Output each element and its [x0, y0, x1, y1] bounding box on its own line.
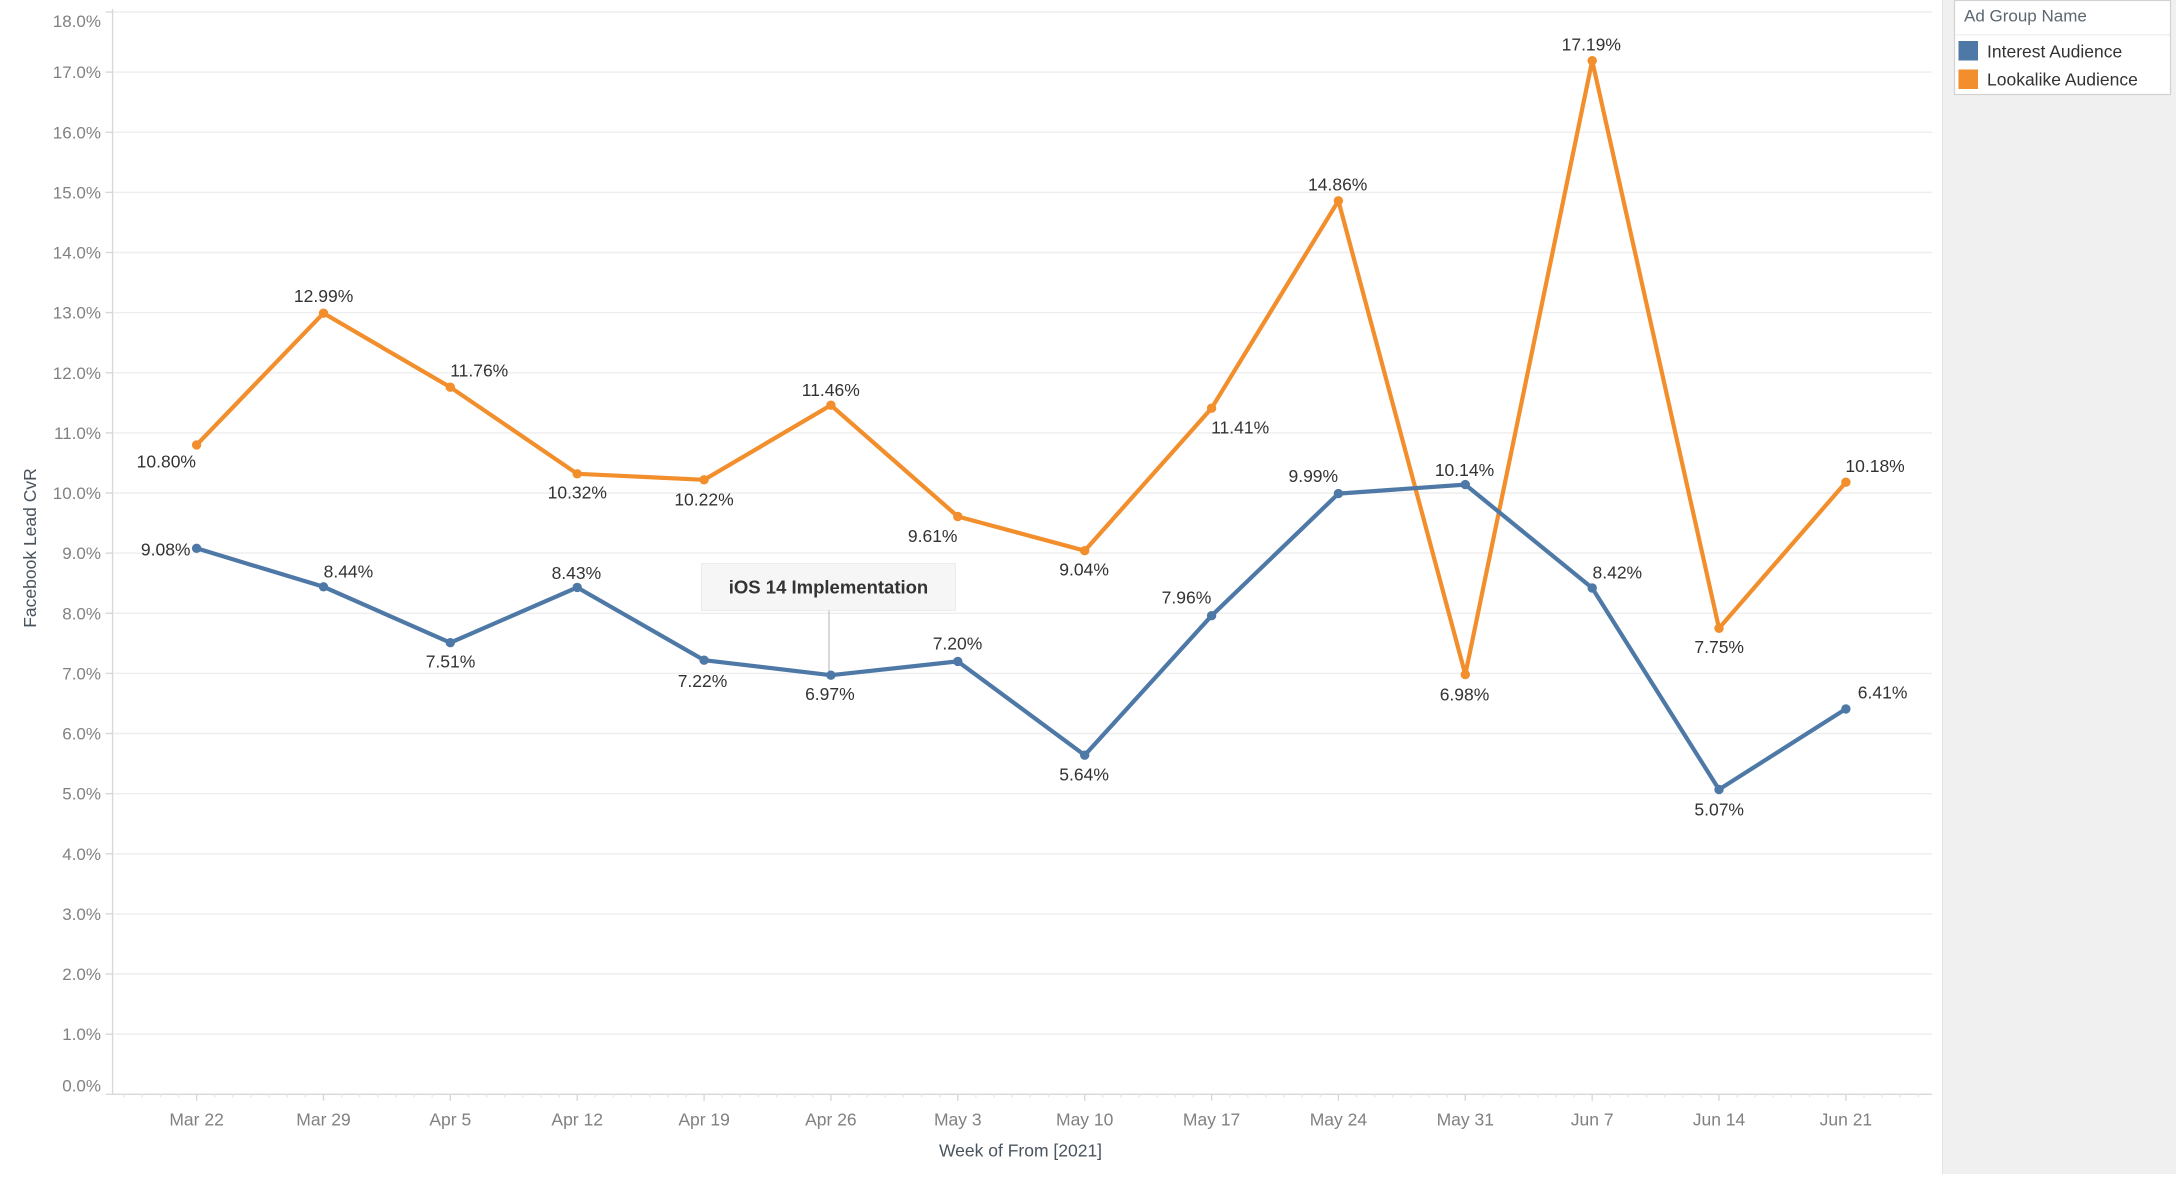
svg-text:Mar 29: Mar 29: [296, 1110, 350, 1130]
svg-text:8.42%: 8.42%: [1593, 563, 1643, 583]
svg-text:May 24: May 24: [1310, 1110, 1368, 1130]
svg-text:8.44%: 8.44%: [324, 562, 374, 582]
svg-text:6.97%: 6.97%: [805, 684, 855, 704]
svg-text:7.75%: 7.75%: [1694, 637, 1744, 657]
svg-text:9.99%: 9.99%: [1288, 466, 1338, 486]
svg-text:7.22%: 7.22%: [678, 671, 728, 691]
svg-text:Week of From [2021]: Week of From [2021]: [939, 1141, 1102, 1161]
svg-text:5.64%: 5.64%: [1059, 765, 1109, 785]
svg-text:6.0%: 6.0%: [62, 725, 101, 744]
svg-text:17.19%: 17.19%: [1562, 35, 1621, 55]
svg-text:Ad Group Name: Ad Group Name: [1964, 7, 2087, 26]
svg-text:1.0%: 1.0%: [62, 1025, 101, 1044]
svg-text:2.0%: 2.0%: [62, 965, 101, 984]
svg-text:11.41%: 11.41%: [1211, 418, 1269, 438]
svg-text:iOS 14 Implementation: iOS 14 Implementation: [729, 577, 928, 598]
svg-text:13.0%: 13.0%: [53, 304, 101, 323]
svg-text:6.41%: 6.41%: [1858, 682, 1908, 702]
svg-text:11.46%: 11.46%: [802, 380, 860, 400]
svg-text:17.0%: 17.0%: [53, 63, 101, 82]
svg-text:9.04%: 9.04%: [1059, 559, 1109, 579]
svg-text:May 10: May 10: [1056, 1110, 1114, 1130]
svg-text:7.51%: 7.51%: [426, 652, 476, 672]
svg-text:Jun 14: Jun 14: [1693, 1110, 1746, 1130]
svg-text:May 17: May 17: [1183, 1110, 1240, 1130]
svg-text:Mar 22: Mar 22: [169, 1110, 223, 1130]
svg-text:Facebook Lead CvR: Facebook Lead CvR: [20, 468, 40, 628]
svg-text:16.0%: 16.0%: [53, 123, 101, 142]
svg-text:9.61%: 9.61%: [908, 526, 958, 546]
svg-text:Apr 5: Apr 5: [429, 1110, 471, 1130]
svg-text:May 31: May 31: [1437, 1110, 1494, 1130]
svg-text:0.0%: 0.0%: [62, 1076, 101, 1095]
svg-text:8.43%: 8.43%: [552, 563, 602, 583]
svg-text:12.99%: 12.99%: [294, 286, 353, 306]
svg-text:4.0%: 4.0%: [62, 845, 101, 864]
svg-text:3.0%: 3.0%: [62, 905, 101, 924]
svg-text:May 3: May 3: [934, 1110, 982, 1130]
svg-text:11.76%: 11.76%: [450, 360, 508, 380]
svg-text:8.0%: 8.0%: [62, 604, 101, 623]
svg-text:9.08%: 9.08%: [141, 540, 191, 560]
svg-text:Lookalike Audience: Lookalike Audience: [1987, 69, 2138, 89]
svg-text:9.0%: 9.0%: [62, 544, 101, 563]
svg-text:Apr 26: Apr 26: [805, 1110, 857, 1130]
svg-text:10.14%: 10.14%: [1435, 460, 1494, 480]
svg-text:12.0%: 12.0%: [53, 364, 101, 383]
svg-text:10.32%: 10.32%: [548, 482, 607, 502]
svg-text:10.18%: 10.18%: [1845, 456, 1904, 476]
svg-text:14.0%: 14.0%: [53, 244, 101, 263]
svg-text:10.0%: 10.0%: [53, 484, 101, 503]
svg-text:11.0%: 11.0%: [54, 424, 101, 443]
svg-text:7.0%: 7.0%: [62, 664, 101, 683]
svg-text:Jun 7: Jun 7: [1571, 1110, 1614, 1130]
svg-text:Jun 21: Jun 21: [1820, 1110, 1873, 1130]
svg-text:Apr 19: Apr 19: [678, 1110, 730, 1130]
svg-text:5.07%: 5.07%: [1694, 799, 1744, 819]
svg-text:7.20%: 7.20%: [933, 634, 983, 654]
svg-text:6.98%: 6.98%: [1440, 684, 1490, 704]
svg-text:18.0%: 18.0%: [53, 12, 101, 31]
svg-text:5.0%: 5.0%: [62, 785, 101, 804]
svg-text:14.86%: 14.86%: [1308, 174, 1367, 194]
svg-text:7.96%: 7.96%: [1162, 588, 1212, 608]
svg-text:15.0%: 15.0%: [53, 183, 101, 202]
svg-text:10.22%: 10.22%: [674, 490, 733, 510]
svg-text:Interest Audience: Interest Audience: [1987, 42, 2122, 62]
svg-text:Apr 12: Apr 12: [551, 1110, 603, 1130]
svg-text:10.80%: 10.80%: [137, 452, 196, 472]
